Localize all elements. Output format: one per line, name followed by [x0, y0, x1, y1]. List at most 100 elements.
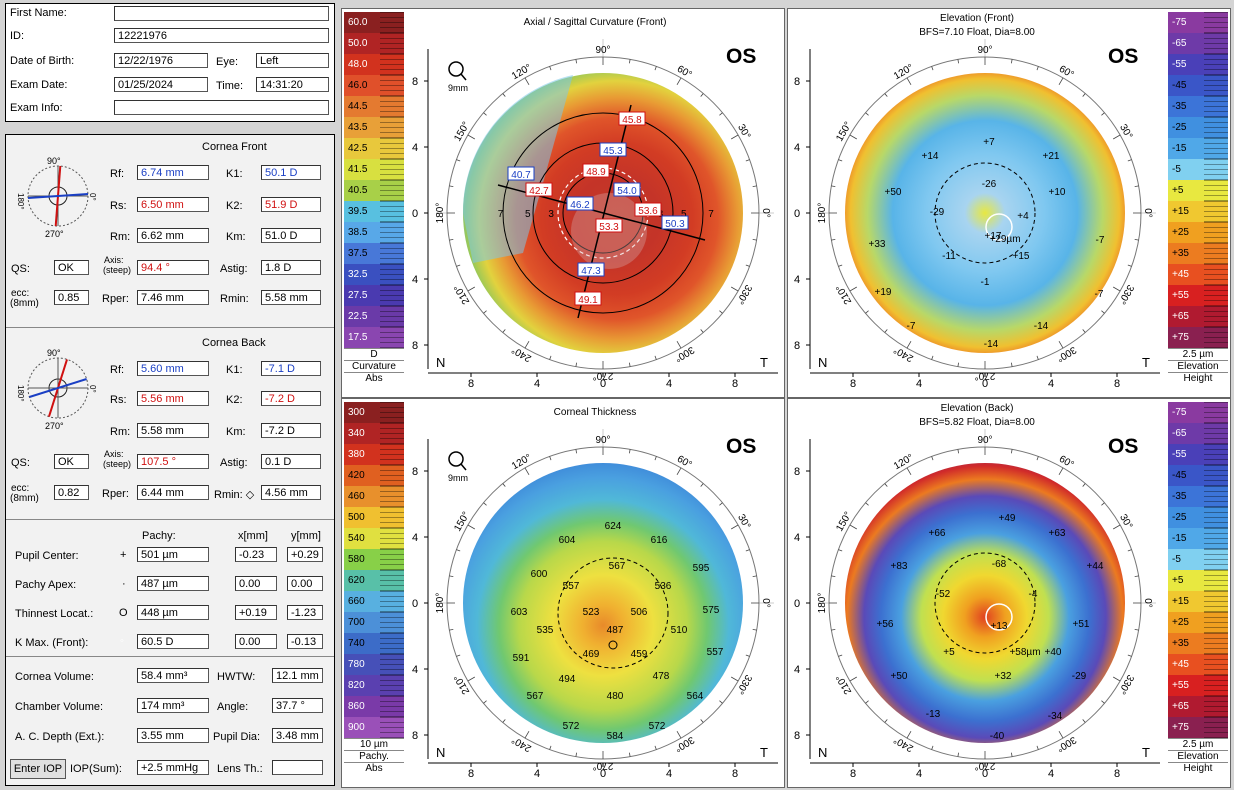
time-field[interactable]: 14:31:20 [256, 77, 329, 92]
scale-cell: +65 [1168, 306, 1204, 327]
scale-cell: +5 [1168, 180, 1204, 201]
scale-cell: -25 [1168, 507, 1204, 528]
front-axis-dial: 90° 180° 0° 270° [16, 156, 97, 238]
angle-label: 270° [593, 760, 614, 771]
y-tick-label: 0 [412, 208, 418, 220]
curvature-value: 45.8 [622, 115, 642, 126]
front-ecc-field: 0.85 [54, 290, 89, 305]
back-dial-bottom: 270° [45, 421, 64, 430]
back-km-label: Km: [226, 426, 246, 438]
scale-bar [380, 612, 404, 633]
scale-bar [1204, 528, 1228, 549]
scale-bar [1204, 33, 1228, 54]
cornea-volume-label: Cornea Volume: [15, 671, 94, 683]
elevation-value: +33 [869, 239, 886, 250]
first-name-label: First Name: [10, 7, 67, 19]
first-name-field[interactable] [114, 6, 329, 21]
front-axis-field: 94.4 ° [137, 260, 209, 275]
scale-mode: Abs [344, 372, 404, 385]
front-k2-field: 51.9 D [261, 197, 321, 212]
scale-bar [380, 306, 404, 327]
scale-cell: -45 [1168, 75, 1204, 96]
thickness-value: 604 [559, 535, 576, 546]
scale-cell: -35 [1168, 96, 1204, 117]
front-rm-field: 6.62 mm [137, 228, 209, 243]
scale-cell: 41.5 [344, 159, 380, 180]
front-rf-label: Rf: [110, 168, 125, 180]
front-rper-field: 7.46 mm [137, 290, 209, 305]
angle-label: 270° [593, 370, 614, 381]
front-rmin-label: Rmin: [220, 293, 249, 305]
elevation-value: +32 [995, 671, 1012, 682]
scale-cell: 820 [344, 675, 380, 696]
x-tick-label: 4 [1048, 378, 1054, 390]
curvature-value: 45.3 [603, 146, 623, 157]
back-rs-field: 5.56 mm [137, 391, 209, 406]
eye-field[interactable]: Left [256, 53, 329, 68]
color-scale: -75 -65 -55 -45 -35 -25 -15 -5 +5 +15 +25 +35 +45 +55… [1168, 12, 1228, 394]
iop-sum-field: +2.5 mmHg [137, 760, 209, 775]
scale-bar [1204, 570, 1228, 591]
color-scale: -75 -65 -55 -45 -35 -25 -15 -5 +5 +15 +25 +35 +45 +55… [1168, 402, 1228, 784]
scale-bar [380, 528, 404, 549]
dob-field[interactable]: 12/22/1976 [114, 53, 208, 68]
scale-cell: +35 [1168, 243, 1204, 264]
nasal-label: N [436, 355, 445, 370]
scale-bar [380, 633, 404, 654]
x-tick-label: 4 [916, 378, 922, 390]
x-tick-label: 8 [850, 378, 856, 390]
exam-date-field[interactable]: 01/25/2024 [114, 77, 208, 92]
scale-bar [1204, 96, 1228, 117]
lens-th-field[interactable] [272, 760, 323, 775]
scale-cell: 700 [344, 612, 380, 633]
enter-iop-button[interactable]: Enter IOP [10, 759, 66, 779]
ring-number: 7 [498, 209, 504, 220]
front-dial-left: 180° [16, 193, 25, 210]
back-dial-right: 0° [88, 385, 97, 393]
scale-bar [380, 444, 404, 465]
nasal-label: N [818, 355, 827, 370]
front-qs-field: OK [54, 260, 89, 275]
back-ecc-label: ecc: [11, 483, 30, 494]
temporal-label: T [760, 355, 768, 370]
scale-cell: +5 [1168, 570, 1204, 591]
scale-unit: D [344, 348, 404, 361]
scale-bar [380, 138, 404, 159]
ring-number: 5 [681, 209, 687, 220]
scale-cell: +55 [1168, 285, 1204, 306]
exam-info-field[interactable] [114, 100, 329, 115]
cornea-volume-field: 58.4 mm³ [137, 668, 209, 683]
scale-cell: 340 [344, 423, 380, 444]
angle-field: 37.7 ° [272, 698, 323, 713]
scale-cell: 860 [344, 696, 380, 717]
thinnest-x: +0.19 [235, 605, 277, 620]
pupil-center-x: -0.23 [235, 547, 277, 562]
angle-label: 90° [977, 45, 992, 56]
scale-bar [380, 570, 404, 591]
thinnest-label: Thinnest Locat.: [15, 608, 94, 620]
y-tick-label: 4 [794, 664, 800, 676]
front-ecc-label: ecc: [11, 288, 30, 299]
id-field[interactable]: 12221976 [114, 28, 329, 43]
elevation-value: +19 [875, 287, 892, 298]
scale-bar [1204, 696, 1228, 717]
elevation-value: +50 [891, 671, 908, 682]
front-astig-field: 1.8 D [261, 260, 321, 275]
scale-cell: 420 [344, 465, 380, 486]
elevation-value: +40 [1045, 647, 1062, 658]
x-tick-label: 8 [468, 378, 474, 390]
scale-cell: -15 [1168, 528, 1204, 549]
pupil-center-y: +0.29 [287, 547, 323, 562]
kmax-x: 0.00 [235, 634, 277, 649]
back-axis-label: Axis: [104, 449, 124, 459]
scale-bar [380, 507, 404, 528]
scale-mode: Height [1168, 372, 1228, 385]
scale-cell: 42.5 [344, 138, 380, 159]
scale-cell: 740 [344, 633, 380, 654]
back-rm-label: Rm: [110, 426, 131, 438]
scale-bar [1204, 285, 1228, 306]
